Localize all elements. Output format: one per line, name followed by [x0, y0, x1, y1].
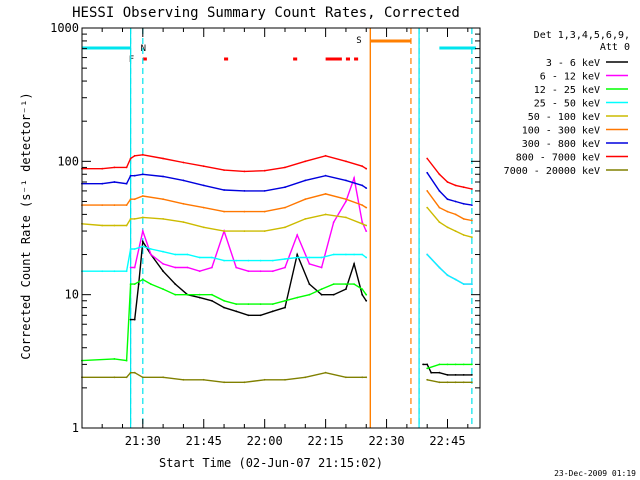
- plot-area: [81, 27, 481, 429]
- series-100-300-keV-kev: [81, 190, 473, 222]
- data-gap: [370, 28, 420, 428]
- series-line: [130, 175, 367, 272]
- x-tick-label: 21:45: [186, 434, 222, 448]
- series-line: [130, 239, 367, 321]
- legend-label: 7000 - 20000 keV: [504, 166, 600, 177]
- x-tick-label: 22:45: [429, 434, 465, 448]
- series-12-25-keV-kev: [81, 278, 473, 370]
- series-line: [81, 213, 367, 232]
- series-300-800-keV-kev: [81, 171, 473, 207]
- series-line: [426, 172, 473, 206]
- series-line: [81, 371, 367, 383]
- axes: 1 10 100 1000 21:30 21:45 22:00 22:15 22:30 22:45: [50, 21, 480, 448]
- legend-label: 3 - 6 keV: [546, 58, 600, 69]
- series-line: [81, 173, 367, 192]
- series-line: [81, 193, 367, 213]
- flare-flag-label: F: [129, 55, 134, 65]
- series-25-50-keV-kev: [81, 245, 473, 285]
- series-line: [81, 154, 367, 173]
- series-lines: [81, 153, 473, 384]
- legend-label: 6 - 12 keV: [540, 72, 600, 83]
- legend-label: 25 - 50 keV: [534, 99, 600, 110]
- x-tick-label: 22:15: [308, 434, 344, 448]
- legend-label: 800 - 7000 keV: [516, 153, 600, 164]
- chart-title: HESSI Observing Summary Count Rates, Cor…: [72, 5, 460, 21]
- legend-label: 12 - 25 keV: [534, 85, 600, 96]
- series-800-7000-keV-kev: [81, 153, 473, 190]
- series-7000-20000-keV-kev: [81, 371, 473, 384]
- x-tick-label: 22:00: [247, 434, 283, 448]
- series-line: [426, 254, 472, 285]
- series-line: [81, 245, 367, 272]
- legend: Det 1,3,4,5,6,9,Att 03 - 6 keV 6 - 12 keV…: [504, 30, 630, 177]
- series-3-6-keV-kev: [129, 239, 473, 376]
- series-line: [423, 363, 472, 376]
- legend-header: Att 0: [600, 42, 630, 53]
- y-axis-label: Corrected Count Rate (s⁻¹ detector⁻¹): [19, 92, 33, 359]
- y-tick-label: 1000: [50, 21, 79, 35]
- y-tick-label: 10: [65, 288, 79, 302]
- series-line: [426, 190, 473, 222]
- legend-label: 100 - 300 keV: [522, 126, 600, 137]
- legend-header: Det 1,3,4,5,6,9,: [534, 30, 630, 41]
- x-tick-label: 22:30: [368, 434, 404, 448]
- y-tick-label: 1: [72, 421, 79, 435]
- legend-label: 50 - 100 keV: [528, 112, 600, 123]
- series-line: [426, 363, 472, 370]
- y-tick-label: 100: [57, 154, 79, 168]
- series-50-100-keV-kev: [81, 206, 473, 239]
- series-line: [81, 278, 367, 362]
- footer-date: 23-Dec-2009 01:19: [554, 469, 636, 478]
- x-axis-label: Start Time (02-Jun-07 21:15:02): [159, 456, 383, 470]
- saa-flag-label: S: [356, 36, 361, 46]
- series-line: [426, 254, 472, 285]
- x-tick-label: 21:30: [125, 434, 161, 448]
- series-line: [427, 379, 472, 383]
- series-6-12-keV-kev: [129, 175, 473, 285]
- series-line: [426, 158, 473, 190]
- series-line: [426, 207, 473, 238]
- instrument-flags: NFS: [81, 28, 476, 428]
- legend-label: 300 - 800 keV: [522, 139, 600, 150]
